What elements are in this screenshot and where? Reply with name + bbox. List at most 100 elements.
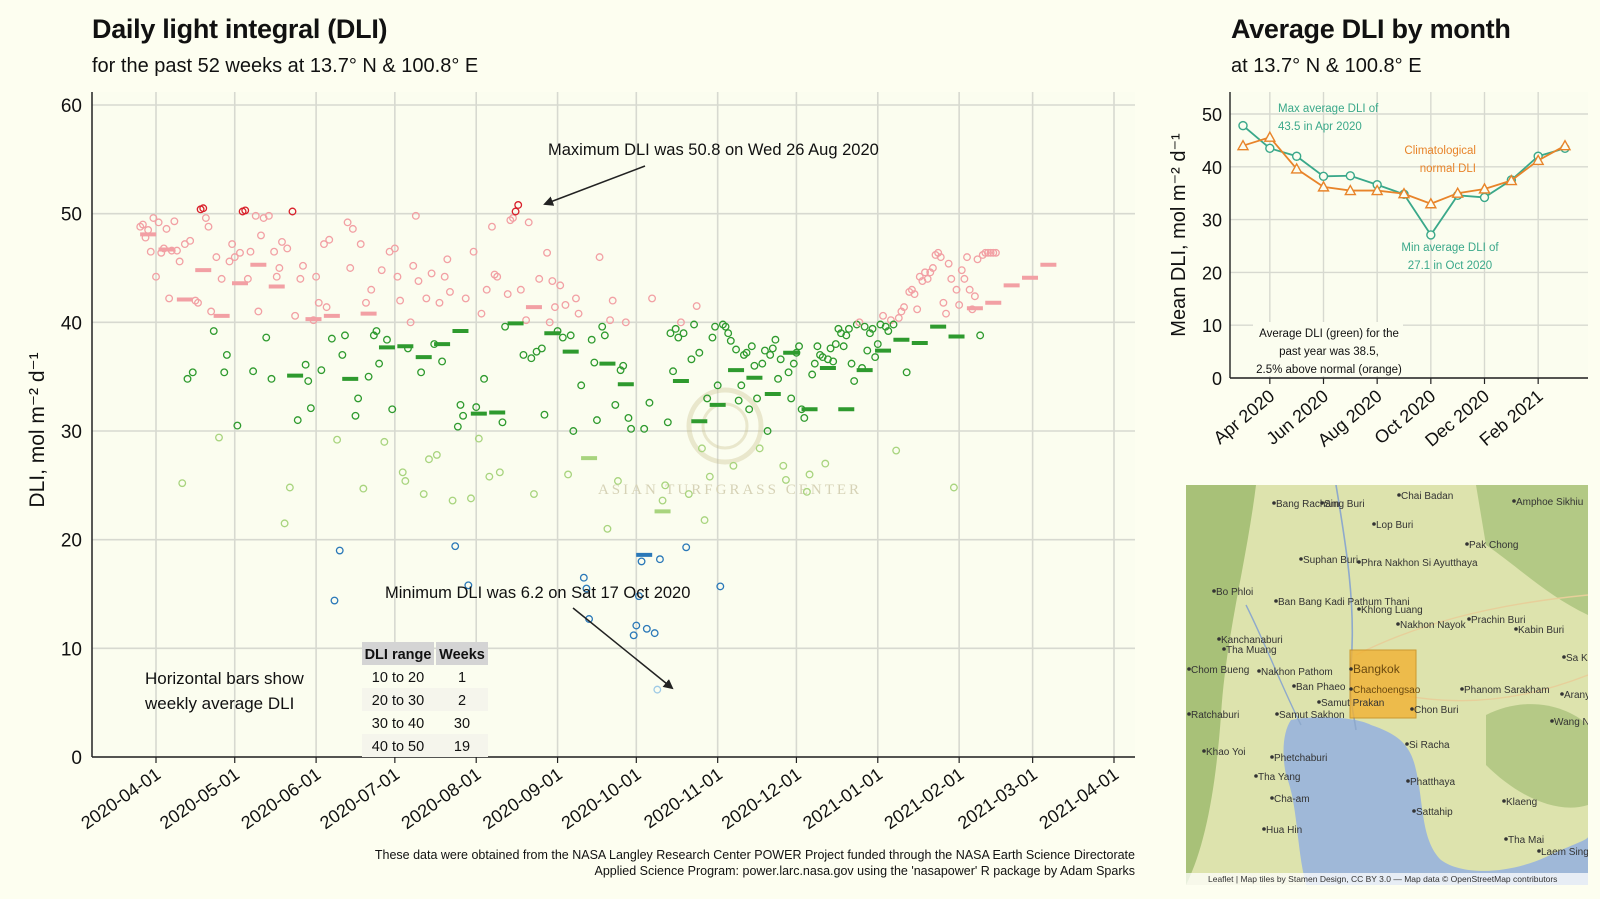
map-place-dot [1560,692,1564,696]
daily-dli-point [771,335,780,344]
daily-dli-point [726,336,735,345]
daily-dli-point [750,361,759,370]
daily-dli-point [955,300,964,309]
map-place-dot [1187,667,1191,671]
table-header-weeks: Weeks [439,647,485,663]
daily-dli-point [684,490,693,498]
daily-dli-point [829,357,838,366]
map-place-dot [1270,755,1274,759]
map-place-dot [1317,700,1321,704]
daily-dli-point [989,248,998,257]
daily-dli-point [608,296,617,305]
daily-dli-point [813,342,822,351]
daily-dli-point [661,481,670,490]
daily-dli-point [343,218,352,227]
daily-dli-point [784,368,793,377]
footer-line-2: Applied Science Program: power.larc.nasa… [594,864,1136,878]
daily-dli-point [595,253,604,262]
map-place-dot [1357,560,1361,564]
daily-dli-point [393,272,402,281]
map-place-dot [1502,799,1506,803]
daily-dli-point [705,472,714,481]
daily-dli-point [299,261,307,270]
daily-dli-point [868,324,877,333]
daily-dli-point [330,596,339,605]
map-road [1355,594,1588,656]
table-row-bg [362,734,488,757]
daily-dli-point [729,461,738,470]
map-gulf-of-thailand [1283,717,1588,885]
map-place-label: Ratchaburi [1191,710,1239,721]
daily-dli-point [569,427,578,435]
daily-dli-point [304,377,313,385]
daily-dli-point [629,631,638,640]
daily-dli-point [952,285,961,294]
daily-dli-point [913,305,922,314]
daily-dli-point [516,285,525,294]
map-place-dot [1272,501,1276,505]
map-place-label: Chachoengsao [1353,685,1421,696]
table-header-range: DLI range [365,647,432,663]
daily-dli-point [456,400,465,409]
daily-dli-point [149,214,158,222]
footer-line-1: These data were obtained from the NASA L… [374,848,1135,862]
map-place-dot [1262,827,1266,831]
map-place-label: Wang Nam Yen [1554,717,1588,728]
daily-dli-point [981,248,990,257]
map-place-label: Si Racha [1409,740,1450,751]
summary-line-2: past year was 38.5, [1279,346,1379,358]
normal-dli-point [1531,154,1545,166]
daily-dli-point [737,381,746,390]
daily-dli-point [178,479,187,488]
daily-dli-point [795,342,803,351]
daily-dli-point [170,217,179,226]
daily-dli-point [847,359,856,368]
daily-dli-point [443,255,452,264]
daily-dli-point [527,354,536,363]
map-place-label: Chai Badan [1401,491,1453,502]
normal-dli-point [1290,162,1303,174]
daily-dli-point [306,404,315,413]
watermark-text: ASIAN TURFGRASS CENTER [598,482,862,498]
daily-dli-point [511,207,520,216]
daily-dli-point [991,248,1000,257]
past-year-point [1238,120,1248,131]
map-place-dot [1460,687,1464,691]
daily-dli-point [884,327,893,335]
daily-dli-point [768,344,777,353]
daily-dli-point [713,381,722,390]
daily-dli-point [396,296,405,305]
daily-dli-point [535,274,544,283]
daily-dli-point [390,244,399,253]
map-place-dot [1406,779,1410,783]
daily-dli-point [327,334,336,343]
daily-dli-point [655,555,664,564]
normal-annotation-2: normal DLI [1420,163,1476,175]
watermark-ring [686,387,764,465]
daily-dli-point [530,490,538,498]
daily-dli-point [154,218,163,227]
daily-dli-point [986,248,995,257]
table-cell-range: 10 to 20 [372,670,424,686]
map-place-dot [1217,637,1221,641]
map-place-label: Tha Yang [1258,772,1300,783]
daily-dli-point [283,244,292,253]
map-place-label: Klaeng [1506,797,1537,808]
normal-dli-point [1397,187,1411,199]
daily-dli-point [692,302,701,310]
daily-dli-point [451,542,460,551]
daily-dli-point [716,582,725,591]
side-y-tick-label: 10 [1202,316,1222,336]
location-map[interactable]: Chai Badan Bang Racham Sing Buri Lop Buri Am… [1186,485,1588,885]
daily-dli-point [411,211,420,220]
daily-dli-point [338,350,347,359]
daily-dli-point [642,624,651,633]
daily-dli-point [301,360,310,369]
daily-dli-point [367,285,376,294]
daily-dli-point [209,327,218,335]
daily-dli-point [613,477,622,485]
map-place-label: Sattahip [1416,807,1453,818]
map-place-label: Bangkok [1353,662,1401,676]
daily-dli-point [501,322,510,331]
